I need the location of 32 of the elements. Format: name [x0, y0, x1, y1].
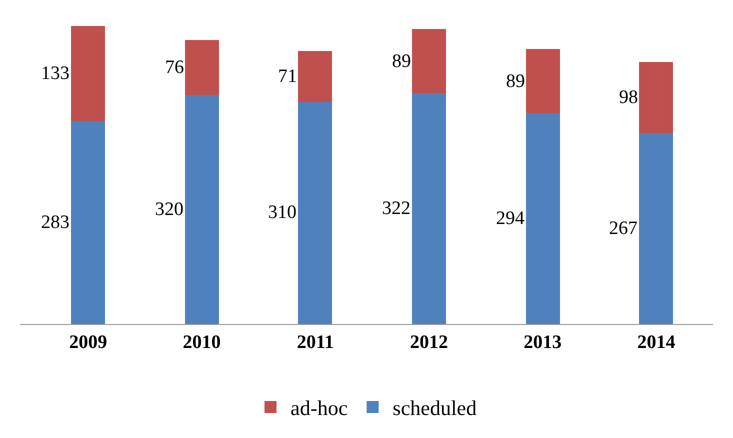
data-label: 283	[41, 212, 70, 233]
bar	[639, 62, 673, 133]
data-label: 71	[278, 66, 297, 87]
bar	[298, 51, 332, 102]
legend-label: scheduled	[392, 396, 478, 420]
x-tick-label: 2010	[182, 332, 221, 353]
data-label: 98	[619, 87, 638, 108]
legend-label: ad-hoc	[290, 396, 348, 420]
bar	[71, 121, 105, 324]
bar	[412, 29, 446, 93]
bar	[639, 133, 673, 324]
data-label: 89	[392, 51, 411, 72]
x-tick-label: 2011	[296, 332, 334, 353]
x-tick-label: 2013	[524, 332, 562, 353]
data-label: 294	[496, 208, 525, 229]
bar	[412, 93, 446, 324]
bar	[185, 95, 219, 324]
data-label: 310	[268, 202, 296, 223]
bar	[526, 49, 560, 113]
data-label: 320	[155, 199, 184, 220]
x-tick-label: 2012	[410, 332, 448, 353]
bar	[526, 113, 560, 324]
data-label: 133	[41, 63, 70, 84]
data-label: 322	[382, 198, 410, 219]
bar	[298, 102, 332, 324]
bar	[71, 26, 105, 121]
data-label: 76	[165, 57, 184, 78]
data-label: 89	[506, 71, 525, 92]
x-tick-label: 2009	[69, 332, 108, 353]
data-label: 267	[609, 218, 638, 239]
x-tick-label: 2014	[637, 332, 676, 353]
bar	[185, 40, 219, 95]
